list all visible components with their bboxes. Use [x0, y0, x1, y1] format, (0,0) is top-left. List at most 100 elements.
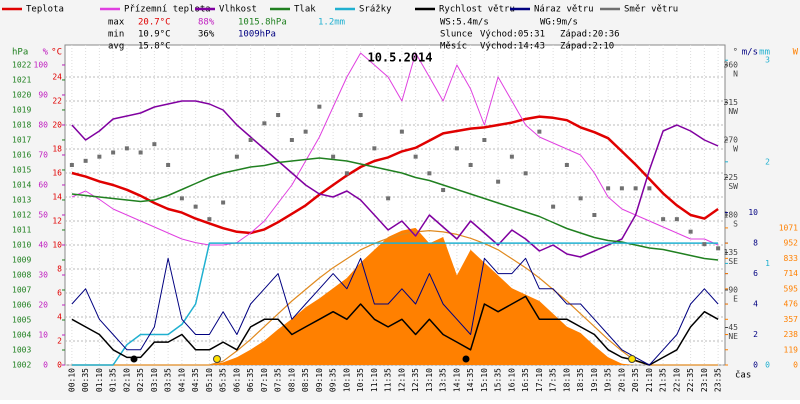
stat-text: Západ:20:36: [560, 30, 620, 40]
y-tick-label: 595: [784, 284, 799, 293]
y-tick-label: 225: [724, 173, 739, 182]
x-tick-label: 23:10: [700, 368, 709, 392]
sunrise-marker: [213, 355, 221, 363]
y-tick-label: 10: [52, 241, 62, 250]
direction-name: N: [733, 70, 738, 79]
stat-text: Měsíc: [440, 42, 467, 52]
y-tick-label: 50: [38, 211, 48, 220]
direction-dot: [427, 171, 432, 176]
x-tick-label: 12:10: [397, 368, 406, 392]
direction-dot: [482, 138, 487, 142]
y-tick-label: 1014: [12, 180, 31, 189]
x-tick-label: 07:10: [260, 368, 269, 392]
y-tick-label: 6: [753, 269, 758, 278]
y-tick-label: 1071: [779, 223, 798, 232]
direction-dot: [331, 154, 336, 159]
y-tick-label: 60: [38, 181, 48, 190]
legend-label: Směr větru: [624, 5, 678, 15]
legend-label: Tlak: [294, 5, 316, 15]
axis-unit: °: [733, 48, 738, 58]
direction-dot: [551, 204, 556, 209]
y-tick-label: 833: [784, 254, 799, 263]
legend-label: Přízemní teplota: [124, 5, 211, 15]
y-tick-label: 1010: [12, 240, 31, 249]
series-line: [71, 100, 719, 258]
direction-name: S: [733, 220, 738, 229]
stat-text: 1009hPa: [238, 30, 276, 40]
y-tick-label: 1015: [12, 165, 31, 174]
x-tick-label: 09:35: [329, 368, 338, 392]
legend-label: Vlhkost: [219, 5, 257, 15]
chart-title: 10.5.2014: [367, 51, 432, 65]
stat-text: Východ:05:31: [480, 30, 545, 40]
x-tick-label: 21:35: [659, 368, 668, 392]
axis-unit: °C: [51, 48, 62, 58]
direction-dot: [97, 154, 102, 159]
y-tick-label: 90: [38, 91, 48, 100]
y-tick-label: 22: [52, 97, 62, 106]
stat-text: WS:5.4m/s: [440, 18, 489, 28]
y-tick-label: 24: [52, 73, 62, 82]
legend-label: Teplota: [26, 5, 64, 15]
axis-unit: %: [43, 48, 49, 58]
x-tick-label: 13:35: [439, 368, 448, 392]
y-tick-label: 315: [724, 98, 739, 107]
direction-dot: [111, 150, 116, 155]
y-tick-label: 238: [784, 330, 799, 339]
direction-dot: [179, 196, 184, 201]
direction-dot: [193, 204, 198, 209]
direction-dot: [619, 186, 624, 191]
x-tick-label: 17:10: [535, 368, 544, 392]
y-tick-label: 14: [52, 193, 62, 202]
x-tick-label: 20:35: [631, 368, 640, 392]
x-tick-label: 22:10: [672, 368, 681, 392]
x-tick-label: 12:35: [411, 368, 420, 392]
direction-dot: [633, 186, 638, 191]
direction-name: W: [733, 145, 738, 154]
x-tick-label: 01:35: [109, 368, 118, 392]
direction-dot: [289, 138, 294, 142]
x-tick-label: 10:35: [356, 368, 365, 392]
x-tick-label: 01:10: [95, 368, 104, 392]
direction-dot: [592, 213, 597, 217]
y-tick-label: 180: [724, 211, 739, 220]
y-tick-label: 1019: [12, 105, 31, 114]
direction-dot: [152, 142, 157, 147]
y-tick-label: 3: [765, 56, 770, 65]
direction-dot: [564, 163, 569, 167]
y-tick-label: 1005: [12, 315, 31, 324]
x-tick-label: 06:35: [246, 368, 255, 392]
y-tick-label: 357: [784, 315, 799, 324]
series-line: [71, 257, 719, 366]
y-tick-label: 1012: [12, 210, 31, 219]
series-line: [71, 52, 719, 246]
direction-dot: [523, 171, 528, 176]
y-tick-label: 1004: [12, 330, 31, 339]
y-tick-label: 1007: [12, 285, 31, 294]
y-tick-label: 2: [753, 330, 758, 339]
x-axis-label: čas: [735, 370, 751, 381]
direction-name: SW: [728, 182, 738, 191]
y-tick-label: 270: [724, 136, 739, 145]
stat-text: 88%: [198, 18, 215, 28]
direction-dot: [468, 163, 473, 167]
y-tick-label: 1011: [12, 225, 31, 234]
x-tick-label: 00:10: [67, 368, 76, 392]
x-tick-label: 02:35: [136, 368, 145, 392]
x-tick-label: 09:10: [315, 368, 324, 392]
direction-dot: [276, 113, 281, 117]
sunset-marker: [628, 355, 636, 363]
stat-text: avg: [108, 42, 124, 52]
y-tick-label: 360: [724, 61, 739, 70]
x-tick-label: 22:35: [686, 368, 695, 392]
axis-unit: W: [793, 48, 799, 58]
x-tick-label: 18:10: [562, 368, 571, 392]
x-tick-label: 08:35: [301, 368, 310, 392]
direction-dot: [716, 246, 721, 251]
direction-dot: [262, 121, 267, 126]
direction-dot: [386, 196, 391, 201]
x-tick-label: 03:35: [164, 368, 173, 392]
direction-dot: [248, 138, 253, 142]
y-tick-label: 1017: [12, 135, 31, 144]
stat-text: Východ:14:43: [480, 42, 545, 52]
